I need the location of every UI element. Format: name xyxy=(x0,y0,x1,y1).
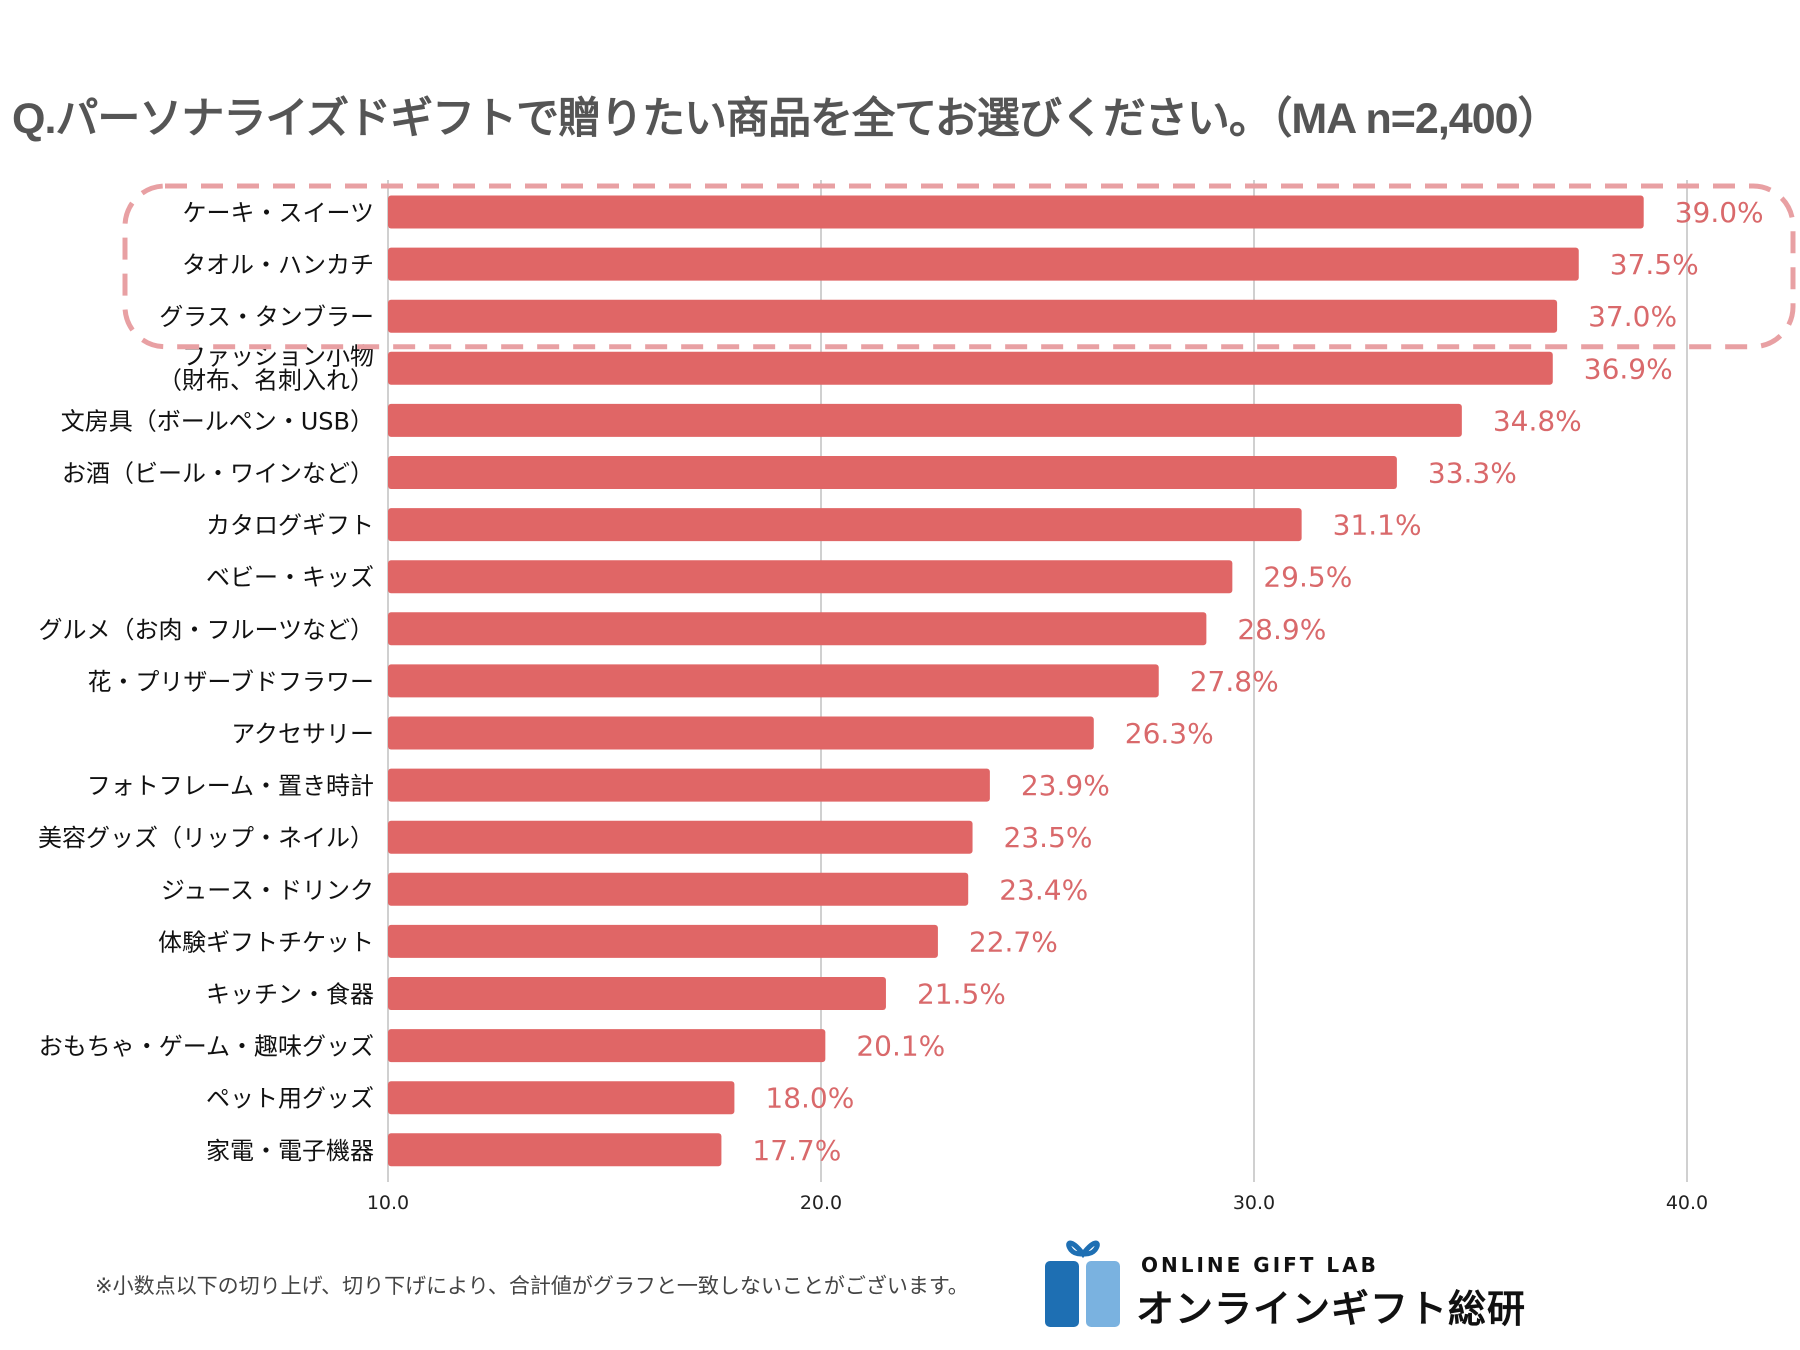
x-axis-ticks: 10.0 20.0 30.0 40.0 xyxy=(367,1192,1708,1214)
bar xyxy=(388,403,1462,437)
x-tick-label: 10.0 xyxy=(367,1192,409,1214)
bar xyxy=(388,716,1094,750)
value-label: 18.0% xyxy=(765,1082,854,1115)
value-label: 33.3% xyxy=(1428,457,1517,490)
category-label: ケーキ・スイーツ xyxy=(182,199,374,227)
brand-logo: ONLINE GIFT LAB オンラインギフト総研 xyxy=(1043,1228,1527,1338)
bar xyxy=(388,247,1579,281)
category-label: 文房具（ボールペン・USB） xyxy=(61,407,374,435)
bar xyxy=(388,768,990,802)
value-label: 37.5% xyxy=(1610,248,1699,281)
value-label: 29.5% xyxy=(1263,561,1352,594)
bar xyxy=(388,820,973,854)
value-label: 26.3% xyxy=(1125,717,1214,750)
value-label: 39.0% xyxy=(1675,196,1764,229)
category-label: タオル・ハンカチ xyxy=(182,251,374,279)
category-label: グルメ（お肉・フルーツなど） xyxy=(38,616,374,644)
category-label: グラス・タンブラー xyxy=(159,303,374,331)
bars xyxy=(388,195,1644,1167)
bar xyxy=(388,508,1302,542)
category-label: ジュース・ドリンク xyxy=(161,876,374,904)
bar xyxy=(388,351,1553,385)
chart-title: Q.パーソナライズドギフトで贈りたい商品を全てお選びください。（MA n=2,4… xyxy=(12,95,1561,143)
bar xyxy=(388,1081,735,1115)
category-label: おもちゃ・ゲーム・趣味グッズ xyxy=(39,1033,374,1061)
category-label: ペット用グッズ xyxy=(206,1085,374,1113)
value-label: 23.9% xyxy=(1021,769,1110,802)
footnote: ※小数点以下の切り上げ、切り下げにより、合計値がグラフと一致しないことがございま… xyxy=(95,1274,969,1298)
bar-chart: ケーキ・スイーツタオル・ハンカチグラス・タンブラーファッション小物（財布、名刺入… xyxy=(38,180,1796,1214)
value-label: 34.8% xyxy=(1493,404,1582,437)
bar xyxy=(388,195,1644,229)
category-label: 家電・電子機器 xyxy=(206,1137,374,1165)
bar xyxy=(388,664,1159,698)
value-label: 22.7% xyxy=(969,925,1058,958)
category-label: 花・プリザーブドフラワー xyxy=(87,668,374,696)
value-label: 17.7% xyxy=(752,1134,841,1167)
value-label: 21.5% xyxy=(917,978,1006,1011)
category-label: ファッション小物（財布、名刺入れ） xyxy=(158,342,374,394)
category-label: 美容グッズ（リップ・ネイル） xyxy=(38,824,374,852)
gift-box-icon xyxy=(1045,1240,1120,1327)
bar xyxy=(388,1133,722,1167)
category-label: カタログギフト xyxy=(206,512,374,540)
value-label: 27.8% xyxy=(1190,665,1279,698)
category-label: アクセサリー xyxy=(231,720,374,748)
bar xyxy=(388,299,1558,333)
category-label: お酒（ビール・ワインなど） xyxy=(62,460,374,488)
bar xyxy=(388,977,886,1010)
x-tick-label: 20.0 xyxy=(800,1192,842,1214)
bar xyxy=(388,560,1233,594)
category-label: ベビー・キッズ xyxy=(206,564,374,592)
value-label: 37.0% xyxy=(1588,300,1677,333)
value-label: 28.9% xyxy=(1237,613,1326,646)
logo-text-en: ONLINE GIFT LAB xyxy=(1141,1253,1379,1277)
category-labels: ケーキ・スイーツタオル・ハンカチグラス・タンブラーファッション小物（財布、名刺入… xyxy=(38,199,374,1165)
bar xyxy=(388,872,969,906)
top3-highlight-box xyxy=(122,183,1796,350)
value-label: 31.1% xyxy=(1333,509,1422,542)
bar xyxy=(388,612,1207,646)
value-label: 36.9% xyxy=(1584,352,1673,385)
category-label: 体験ギフトチケット xyxy=(158,928,374,956)
category-label: フォトフレーム・置き時計 xyxy=(87,772,374,800)
value-labels: 39.0% 37.5% 37.0% 36.9%34.8% 33.3%31.1% 29.5%… xyxy=(752,196,1763,1167)
value-label: 20.1% xyxy=(856,1030,945,1063)
category-label: キッチン・食器 xyxy=(206,981,374,1009)
bar xyxy=(388,456,1397,489)
x-tick-label: 40.0 xyxy=(1666,1192,1708,1214)
bar xyxy=(388,1029,826,1063)
bar xyxy=(388,924,938,958)
value-label: 23.5% xyxy=(1004,821,1093,854)
logo-text-jp: オンラインギフト総研 xyxy=(1136,1287,1527,1331)
value-label: 23.4% xyxy=(999,873,1088,906)
x-tick-label: 30.0 xyxy=(1233,1192,1275,1214)
